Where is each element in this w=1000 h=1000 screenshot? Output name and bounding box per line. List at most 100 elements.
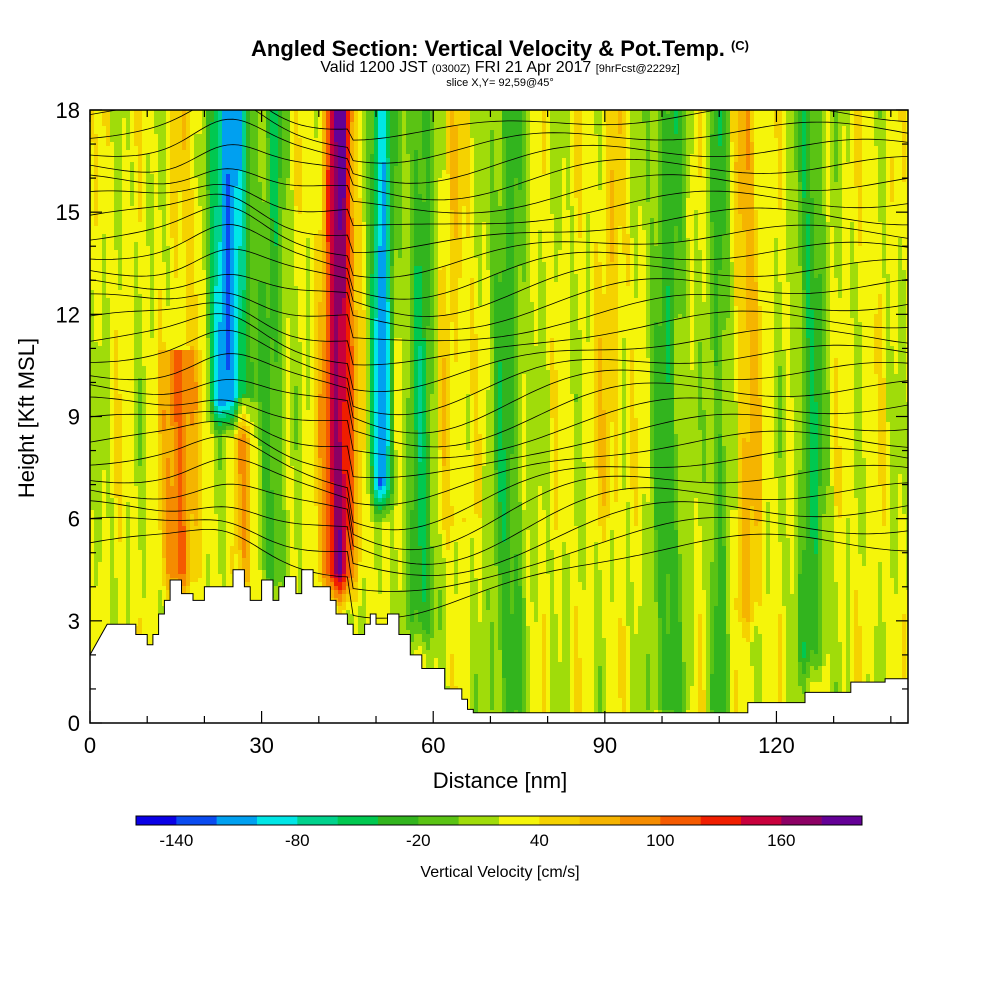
velocity-cell (98, 162, 103, 167)
velocity-cell (102, 262, 107, 267)
velocity-cell (106, 498, 111, 503)
velocity-cell (166, 418, 171, 423)
velocity-cell (154, 318, 159, 323)
velocity-cell (138, 314, 143, 319)
velocity-cell (90, 602, 95, 607)
velocity-cell (206, 558, 211, 563)
velocity-cell (206, 538, 211, 543)
velocity-cell (210, 506, 215, 511)
velocity-cell (170, 270, 175, 275)
velocity-cell (142, 578, 147, 583)
velocity-cell (186, 394, 191, 399)
velocity-cell (106, 126, 111, 131)
velocity-cell (134, 606, 139, 611)
velocity-cell (206, 430, 211, 435)
velocity-cell (146, 594, 151, 599)
velocity-cell (162, 398, 167, 403)
velocity-cell (110, 150, 115, 155)
velocity-cell (118, 354, 123, 359)
velocity-cell (174, 410, 179, 415)
velocity-cell (206, 250, 211, 255)
velocity-cell (186, 526, 191, 531)
velocity-cell (214, 266, 219, 271)
velocity-cell (182, 446, 187, 451)
velocity-cell (202, 182, 207, 187)
velocity-cell (130, 266, 135, 271)
velocity-cell (194, 258, 199, 263)
velocity-cell (126, 578, 131, 583)
velocity-cell (118, 358, 123, 363)
velocity-cell (198, 386, 203, 391)
velocity-cell (158, 202, 163, 207)
velocity-cell (206, 386, 211, 391)
velocity-cell (178, 210, 183, 215)
velocity-cell (98, 198, 103, 203)
velocity-cell (146, 186, 151, 191)
velocity-cell (98, 254, 103, 259)
velocity-cell (182, 118, 187, 123)
velocity-cell (162, 506, 167, 511)
velocity-cell (210, 246, 215, 251)
velocity-cell (118, 586, 123, 591)
velocity-cell (186, 302, 191, 307)
velocity-cell (166, 186, 171, 191)
velocity-cell (182, 250, 187, 255)
velocity-cell (158, 442, 163, 447)
velocity-cell (142, 282, 147, 287)
velocity-cell (166, 122, 171, 127)
velocity-cell (186, 382, 191, 387)
velocity-cell (138, 290, 143, 295)
velocity-cell (126, 334, 131, 339)
velocity-cell (214, 470, 219, 475)
velocity-cell (162, 478, 167, 483)
velocity-cell (206, 194, 211, 199)
velocity-cell (110, 234, 115, 239)
velocity-cell (218, 302, 223, 307)
velocity-cell (166, 462, 171, 467)
velocity-cell (146, 246, 151, 251)
velocity-cell (214, 210, 219, 215)
velocity-cell (170, 330, 175, 335)
velocity-cell (146, 438, 151, 443)
velocity-cell (174, 218, 179, 223)
velocity-cell (154, 246, 159, 251)
velocity-cell (186, 242, 191, 247)
velocity-cell (174, 574, 179, 579)
velocity-cell (170, 498, 175, 503)
velocity-cell (194, 314, 199, 319)
velocity-cell (114, 178, 119, 183)
velocity-cell (186, 202, 191, 207)
velocity-cell (130, 170, 135, 175)
velocity-cell (130, 526, 135, 531)
velocity-cell (202, 154, 207, 159)
velocity-cell (214, 370, 219, 375)
velocity-cell (150, 134, 155, 139)
velocity-cell (94, 482, 99, 487)
velocity-cell (118, 186, 123, 191)
velocity-cell (110, 590, 115, 595)
velocity-cell (126, 158, 131, 163)
velocity-cell (150, 358, 155, 363)
velocity-cell (206, 546, 211, 551)
velocity-cell (182, 490, 187, 495)
velocity-cell (174, 330, 179, 335)
velocity-cell (194, 194, 199, 199)
velocity-cell (194, 322, 199, 327)
velocity-cell (218, 190, 223, 195)
velocity-cell (90, 214, 95, 219)
velocity-cell (202, 442, 207, 447)
velocity-cell (218, 142, 223, 147)
velocity-cell (210, 254, 215, 259)
velocity-cell (146, 490, 151, 495)
velocity-cell (154, 370, 159, 375)
velocity-cell (198, 198, 203, 203)
velocity-cell (146, 378, 151, 383)
velocity-cell (146, 570, 151, 575)
velocity-cell (218, 258, 223, 263)
velocity-cell (186, 298, 191, 303)
velocity-cell (102, 626, 107, 631)
velocity-cell (90, 258, 95, 263)
velocity-cell (106, 358, 111, 363)
velocity-cell (146, 290, 151, 295)
velocity-cell (90, 290, 95, 295)
